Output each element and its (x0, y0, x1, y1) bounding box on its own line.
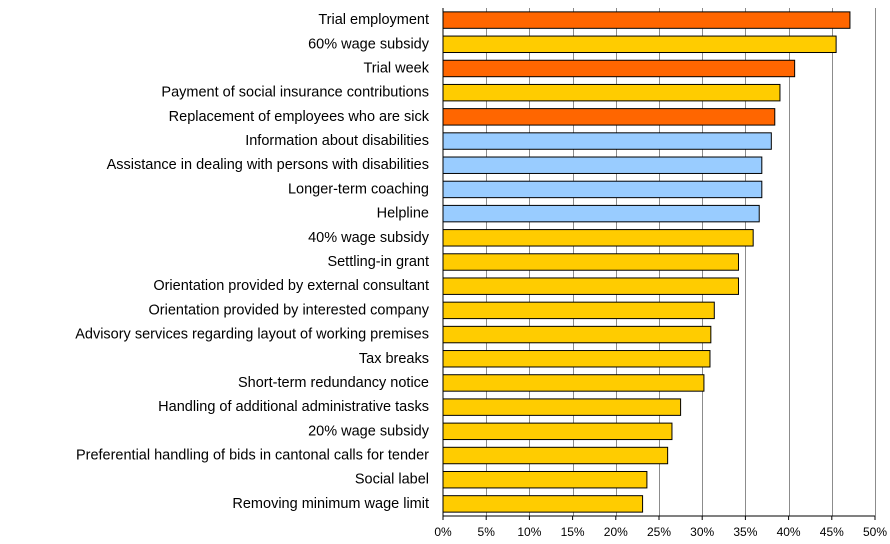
category-label: Handling of additional administrative ta… (158, 399, 429, 415)
category-label: Orientation provided by interested compa… (149, 302, 430, 318)
category-label: Payment of social insurance contribution… (161, 85, 429, 101)
category-label: Trial week (363, 60, 429, 76)
x-axis-ticks: 0% 5% 10% 15% 20% 25% 30% 35% 40% 45% 50% (434, 516, 887, 539)
category-label: Preferential handling of bids in cantona… (76, 448, 429, 464)
bar (442, 253, 739, 271)
bar (442, 470, 648, 489)
bar (442, 83, 781, 102)
category-label: Social label (355, 472, 429, 488)
bar (442, 11, 851, 29)
bar (442, 350, 711, 368)
category-label: 20% wage subsidy (308, 423, 430, 439)
x-tick-label: 45% (820, 525, 844, 539)
x-tick-label: 40% (777, 525, 801, 539)
category-label: Longer-term coaching (288, 181, 429, 197)
bar (442, 398, 682, 416)
category-label: Helpline (377, 206, 429, 222)
x-tick-label: 20% (604, 525, 628, 539)
bar (442, 325, 712, 344)
bar (442, 204, 760, 223)
bar (442, 132, 772, 150)
bar (442, 301, 715, 320)
category-label: Replacement of employees who are sick (169, 109, 430, 125)
category-label: Advisory services regarding layout of wo… (75, 327, 429, 343)
bar (442, 180, 763, 199)
bar (442, 156, 763, 174)
category-label: Assistance in dealing with persons with … (107, 157, 429, 173)
category-label: Tax breaks (359, 351, 429, 367)
x-tick-label: 35% (733, 525, 757, 539)
bar (442, 35, 837, 54)
category-label: Settling-in grant (327, 254, 429, 270)
x-tick-label: 15% (561, 525, 585, 539)
x-tick-label: 25% (647, 525, 671, 539)
bars-group (442, 11, 851, 513)
bar (442, 108, 776, 126)
category-label: Removing minimum wage limit (232, 496, 429, 512)
bar (442, 229, 754, 247)
x-tick-label: 0% (434, 525, 452, 539)
category-label: Short-term redundancy notice (238, 375, 429, 391)
category-label: 40% wage subsidy (308, 230, 430, 246)
bar (442, 277, 739, 295)
category-label: Trial employment (318, 12, 429, 28)
x-tick-label: 30% (690, 525, 714, 539)
x-tick-label: 5% (478, 525, 496, 539)
bar (442, 374, 705, 392)
category-label: Information about disabilities (245, 133, 429, 149)
bar (442, 422, 673, 441)
category-label: 60% wage subsidy (308, 36, 430, 52)
bar (442, 59, 796, 78)
category-labels: Trial employment 60% wage subsidy Trial we… (75, 12, 430, 512)
category-label: Orientation provided by external consult… (153, 278, 429, 294)
x-tick-label: 10% (517, 525, 541, 539)
x-tick-label: 50% (863, 525, 887, 539)
bar (442, 495, 644, 513)
bar (442, 446, 669, 465)
